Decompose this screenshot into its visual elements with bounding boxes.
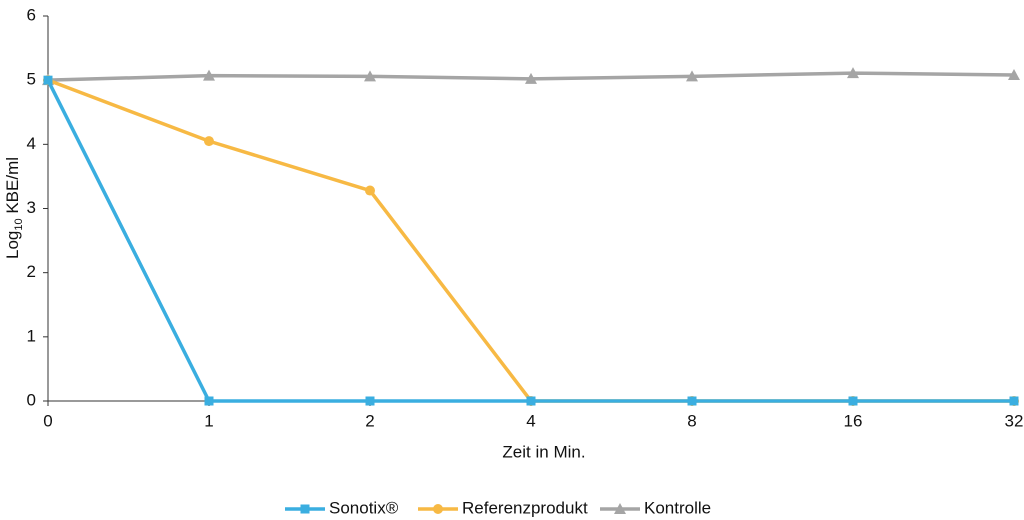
data-point xyxy=(687,396,697,406)
data-point xyxy=(1008,69,1020,81)
y-tick-label: 3 xyxy=(27,198,36,217)
y-tick-label: 5 xyxy=(27,70,36,89)
x-tick-label: 16 xyxy=(844,411,863,430)
x-tick-label: 8 xyxy=(687,411,696,430)
data-point xyxy=(848,396,858,406)
x-tick-label: 4 xyxy=(526,411,535,430)
y-tick-label: 6 xyxy=(27,5,36,24)
y-tick-label: 2 xyxy=(27,262,36,281)
x-tick-label: 2 xyxy=(365,411,374,430)
data-point xyxy=(525,72,537,84)
y-axis-title-sub: 10 xyxy=(13,218,25,230)
legend-label: Referenzprodukt xyxy=(462,498,588,517)
data-point xyxy=(1009,396,1019,406)
data-point xyxy=(364,70,376,82)
legend-marker xyxy=(614,503,626,514)
x-tick-label: 1 xyxy=(204,411,213,430)
data-point xyxy=(204,136,214,147)
data-point xyxy=(365,396,375,406)
x-axis-title: Zeit in Min. xyxy=(502,442,585,461)
data-point xyxy=(526,396,536,406)
series-line xyxy=(47,78,1014,403)
data-point xyxy=(686,70,698,82)
legend-label: Kontrolle xyxy=(644,498,711,517)
data-point xyxy=(43,75,53,85)
y-tick-label: 4 xyxy=(27,134,36,153)
x-tick-label: 32 xyxy=(1005,411,1024,430)
x-tick-label: 0 xyxy=(43,411,52,430)
y-axis-title-part: KBE/ml xyxy=(3,157,22,218)
y-axis-title-part: Log xyxy=(3,231,22,259)
legend-label: Sonotix® xyxy=(329,498,399,517)
data-point xyxy=(203,69,215,81)
y-tick-label: 1 xyxy=(27,326,36,345)
data-point xyxy=(847,67,859,79)
legend-marker xyxy=(433,504,443,514)
legend-marker xyxy=(300,504,310,514)
series-line xyxy=(46,79,1014,403)
y-axis-title: Log10 KBE/ml xyxy=(3,157,24,259)
data-point xyxy=(204,396,214,406)
data-point xyxy=(365,185,375,196)
y-tick-label: 0 xyxy=(27,390,36,409)
